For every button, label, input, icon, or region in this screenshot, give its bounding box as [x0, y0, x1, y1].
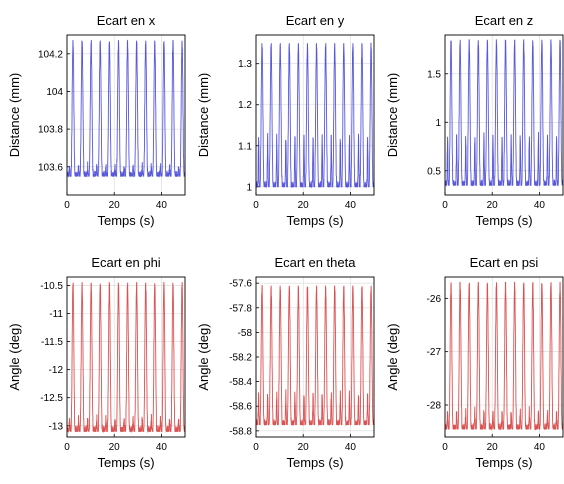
plot-frame — [444, 276, 564, 438]
y-axis-label: Angle (deg) — [7, 323, 22, 390]
x-tick-label: 40 — [534, 442, 546, 453]
subplot-title: Ecart en psi — [470, 255, 539, 270]
series-line — [255, 285, 375, 427]
series-line — [66, 282, 186, 434]
plot-frame — [66, 276, 186, 438]
y-tick-label: -11.5 — [41, 337, 63, 348]
x-tick-label: 0 — [442, 200, 448, 211]
subplot-title: Ecart en y — [286, 13, 345, 28]
subplot-title: Ecart en x — [97, 13, 156, 28]
y-tick-label: 103.8 — [38, 125, 63, 136]
x-axis-label: Temps (s) — [97, 455, 154, 470]
y-tick-label: -28 — [427, 401, 442, 412]
y-axis-label: Angle (deg) — [196, 323, 211, 390]
x-tick-label: 0 — [64, 442, 70, 453]
x-tick-label: 20 — [487, 200, 499, 211]
y-tick-label: -57.8 — [229, 303, 252, 314]
series-line — [444, 39, 564, 187]
subplot-1: Ecart en x 0 20 40 103.6 103.8 104 104.2 Temps (… — [7, 13, 186, 228]
series-line — [444, 281, 564, 431]
y-tick-label: -10.5 — [40, 281, 63, 292]
y-tick-label: 0.5 — [427, 166, 441, 177]
subplot-3: Ecart en z 0 20 40 0.5 1 1.5 Temps (s) Distance … — [385, 13, 564, 228]
y-tick-label: -13 — [49, 421, 64, 432]
y-tick-label: -12.5 — [40, 393, 63, 404]
y-tick-label: 104 — [46, 87, 63, 98]
y-axis-label: Distance (mm) — [7, 73, 22, 158]
x-tick-label: 20 — [298, 200, 310, 211]
y-tick-label: 1.1 — [238, 141, 252, 152]
subplot-4: Ecart en phi 0 20 40 -10.5 -11 -11.5 -12 -12.5 -1… — [7, 255, 186, 470]
subplot-title: Ecart en z — [475, 13, 534, 28]
y-tick-label: 1.2 — [238, 100, 252, 111]
x-tick-label: 20 — [109, 442, 121, 453]
y-tick-label: -57.6 — [229, 279, 252, 290]
x-tick-label: 40 — [156, 200, 168, 211]
y-tick-label: 104.2 — [38, 49, 63, 60]
subplot-5: Ecart en theta 0 20 40 -57.6 -57.8 -58 -58.2 -58… — [196, 255, 375, 470]
x-tick-label: 0 — [64, 200, 70, 211]
y-tick-label: -26 — [427, 294, 442, 305]
x-tick-label: 40 — [345, 200, 357, 211]
subplot-6: Ecart en psi 0 20 40 -26 -27 -28 Temps (s) Angle… — [385, 255, 564, 470]
plot-frame — [444, 34, 564, 196]
y-tick-label: -12 — [49, 365, 64, 376]
x-axis-label: Temps (s) — [286, 213, 343, 228]
x-tick-label: 20 — [487, 442, 499, 453]
x-tick-label: 0 — [253, 200, 259, 211]
x-tick-label: 20 — [298, 442, 310, 453]
y-tick-label: 1.3 — [238, 59, 252, 70]
x-tick-label: 40 — [534, 200, 546, 211]
x-axis-label: Temps (s) — [97, 213, 154, 228]
y-tick-label: -11 — [49, 309, 63, 320]
y-tick-label: -58.4 — [229, 377, 252, 388]
series-line — [255, 42, 375, 189]
x-tick-label: 40 — [345, 442, 357, 453]
y-tick-label: -27 — [427, 347, 442, 358]
x-tick-label: 0 — [442, 442, 448, 453]
y-axis-label: Angle (deg) — [385, 323, 400, 390]
x-tick-label: 20 — [109, 200, 121, 211]
series-line — [66, 39, 186, 178]
x-axis-label: Temps (s) — [475, 455, 532, 470]
y-axis-label: Distance (mm) — [196, 73, 211, 158]
plot-frame — [255, 276, 375, 438]
y-tick-label: -58.2 — [229, 353, 252, 364]
subplot-title: Ecart en theta — [275, 255, 357, 270]
x-tick-label: 40 — [156, 442, 168, 453]
x-tick-label: 0 — [253, 442, 259, 453]
subplot-title: Ecart en phi — [91, 255, 160, 270]
subplot-2: Ecart en y 0 20 40 1 1.1 1.2 1.3 Temps (s) Distan… — [196, 13, 375, 228]
y-tick-label: 1 — [246, 182, 252, 193]
plot-frame — [66, 34, 186, 196]
y-tick-label: 1 — [435, 118, 441, 129]
y-tick-label: 103.6 — [38, 162, 63, 173]
x-axis-label: Temps (s) — [286, 455, 343, 470]
x-axis-label: Temps (s) — [475, 213, 532, 228]
y-axis-label: Distance (mm) — [385, 73, 400, 158]
y-tick-label: -58.6 — [229, 402, 252, 413]
y-tick-label: 1.5 — [427, 69, 441, 80]
y-tick-label: -58.8 — [229, 426, 252, 437]
y-tick-label: -58 — [238, 328, 253, 339]
plot-frame — [255, 34, 375, 196]
